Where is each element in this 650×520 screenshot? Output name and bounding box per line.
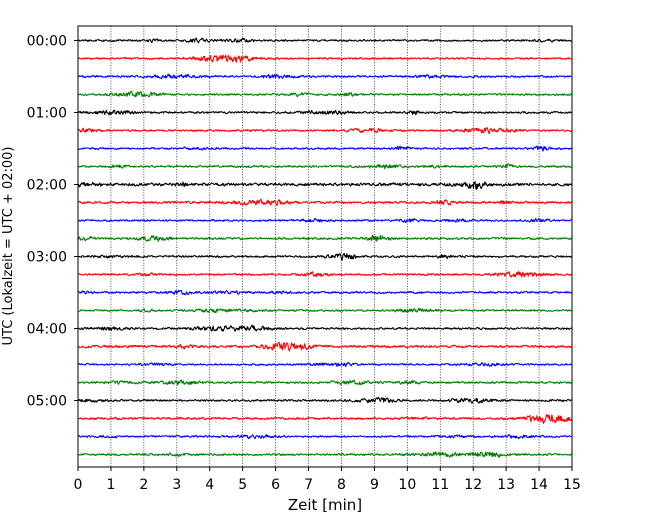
x-tick-label: 2 — [139, 477, 148, 493]
x-axis-label: Zeit [min] — [288, 496, 362, 514]
x-tick-label: 12 — [464, 477, 482, 493]
x-tick-label: 1 — [106, 477, 115, 493]
y-tick-label: 01:00 — [27, 106, 67, 122]
trace-line — [78, 324, 572, 332]
trace-line — [78, 252, 572, 261]
x-tick-label: 14 — [530, 477, 548, 493]
trace-line — [78, 217, 572, 223]
x-tick-label: 7 — [304, 477, 313, 493]
trace-line — [78, 289, 572, 296]
trace-line — [78, 163, 572, 170]
trace-line — [78, 90, 572, 98]
x-tick-label: 11 — [431, 477, 449, 493]
trace-line — [78, 414, 573, 424]
x-tick-label: 8 — [337, 477, 346, 493]
trace-line — [78, 434, 572, 440]
trace-line — [78, 379, 572, 386]
trace-line — [78, 109, 572, 116]
x-tick-label: 3 — [172, 477, 181, 493]
trace-line — [78, 73, 572, 80]
trace-line — [78, 145, 572, 152]
x-tick-label: 9 — [370, 477, 379, 493]
y-axis-ticks: 00:00 01:00 02:00 03:00 04:00 05:00 — [27, 34, 78, 410]
trace-line — [78, 451, 572, 458]
trace-line — [78, 271, 572, 278]
x-tick-label: 10 — [398, 477, 416, 493]
trace-line — [78, 54, 572, 63]
x-axis-ticks: 0 1 2 3 4 5 6 7 8 9 10 11 12 13 14 15 — [74, 467, 581, 493]
y-tick-label: 02:00 — [27, 178, 67, 194]
trace-line — [78, 361, 572, 368]
y-tick-label: 05:00 — [27, 394, 67, 410]
trace-line — [78, 396, 572, 404]
x-tick-label: 6 — [271, 477, 280, 493]
trace-line — [78, 198, 572, 206]
x-tick-label: 5 — [238, 477, 247, 493]
trace-line — [77, 180, 573, 191]
trace-line — [78, 307, 572, 314]
x-tick-label: 0 — [74, 477, 83, 493]
trace-line — [77, 234, 572, 242]
y-tick-label: 00:00 — [27, 34, 67, 50]
plot-frame — [77, 25, 573, 468]
trace-line — [78, 341, 572, 352]
y-tick-label: 03:00 — [27, 250, 67, 266]
y-tick-label: 04:00 — [27, 322, 67, 338]
x-tick-label: 4 — [205, 477, 214, 493]
seismic-traces — [77, 37, 573, 458]
x-tick-label: 13 — [497, 477, 515, 493]
trace-line — [78, 37, 572, 44]
x-tick-label: 15 — [563, 477, 581, 493]
y-axis-label: UTC (Lokalzeit = UTC + 02:00) — [1, 147, 16, 346]
trace-line — [78, 127, 572, 134]
grid-lines — [110, 26, 540, 467]
